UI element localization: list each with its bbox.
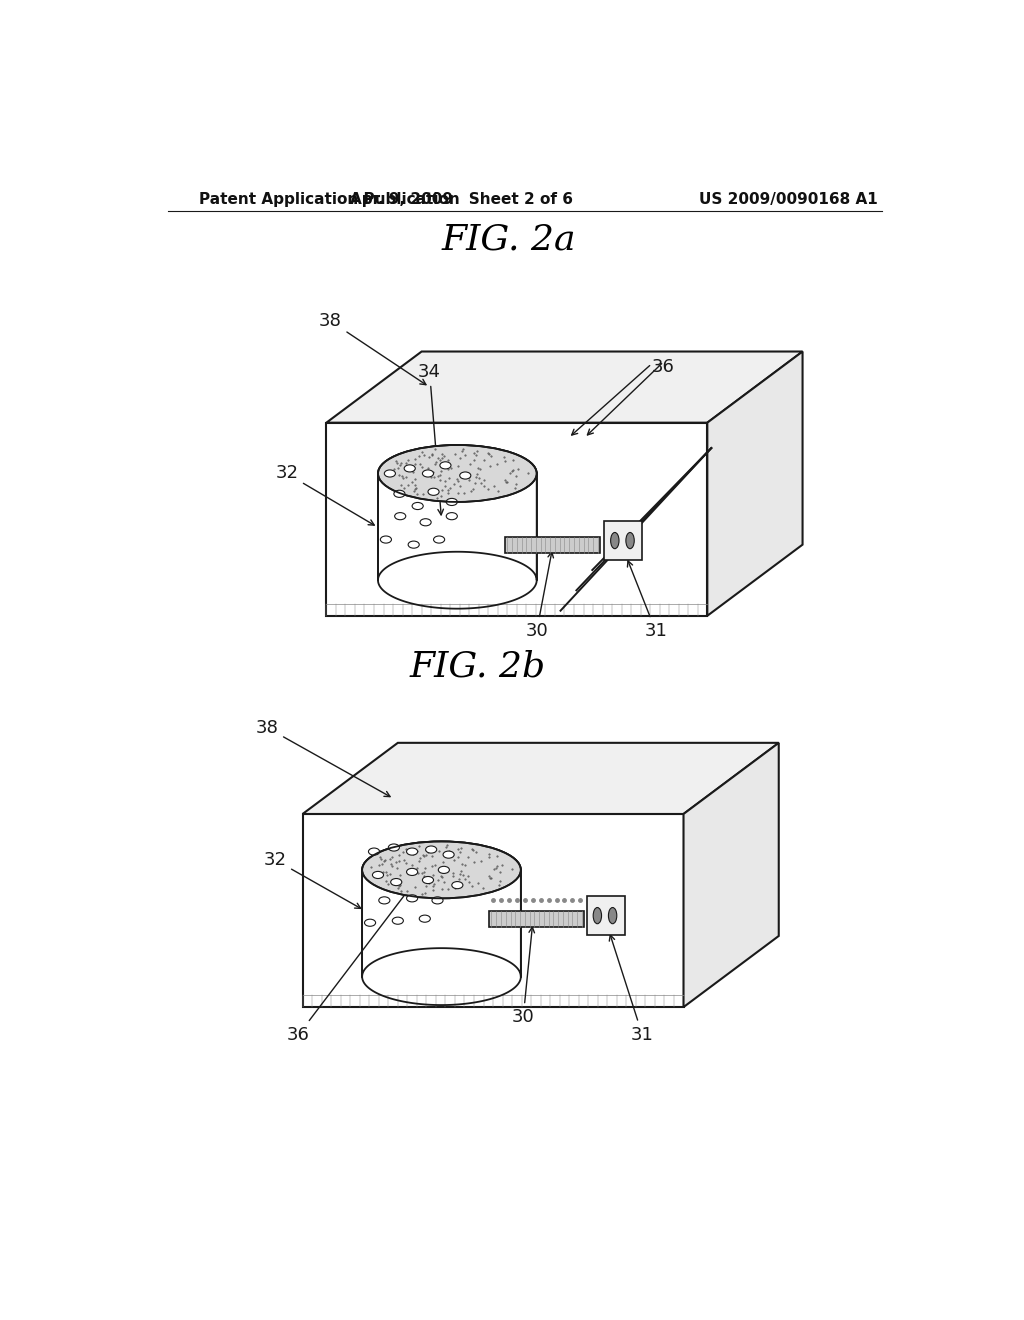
Ellipse shape bbox=[391, 879, 401, 886]
Polygon shape bbox=[327, 351, 803, 422]
Ellipse shape bbox=[378, 445, 537, 502]
Text: 36: 36 bbox=[652, 358, 675, 376]
Text: 32: 32 bbox=[275, 465, 374, 525]
Text: 31: 31 bbox=[609, 935, 653, 1044]
Text: FIG. 2b: FIG. 2b bbox=[410, 649, 545, 684]
Ellipse shape bbox=[394, 512, 406, 520]
Ellipse shape bbox=[409, 541, 419, 548]
Polygon shape bbox=[303, 814, 684, 1007]
Ellipse shape bbox=[610, 532, 620, 549]
Ellipse shape bbox=[419, 915, 430, 923]
Polygon shape bbox=[604, 521, 642, 560]
Text: 38: 38 bbox=[318, 312, 426, 384]
Ellipse shape bbox=[412, 503, 423, 510]
Polygon shape bbox=[587, 896, 625, 935]
Polygon shape bbox=[362, 841, 521, 977]
Polygon shape bbox=[505, 536, 600, 553]
Ellipse shape bbox=[423, 470, 433, 477]
Ellipse shape bbox=[373, 871, 384, 879]
Ellipse shape bbox=[388, 843, 399, 851]
Text: FIG. 2a: FIG. 2a bbox=[441, 223, 577, 256]
Ellipse shape bbox=[593, 908, 601, 924]
Ellipse shape bbox=[446, 499, 458, 506]
Ellipse shape bbox=[407, 847, 418, 855]
Ellipse shape bbox=[460, 473, 471, 479]
Text: 30: 30 bbox=[525, 552, 553, 640]
Text: 38: 38 bbox=[255, 718, 390, 796]
Ellipse shape bbox=[380, 536, 391, 543]
Text: US 2009/0090168 A1: US 2009/0090168 A1 bbox=[699, 191, 879, 206]
Ellipse shape bbox=[438, 866, 450, 874]
Text: Apr. 9, 2009   Sheet 2 of 6: Apr. 9, 2009 Sheet 2 of 6 bbox=[350, 191, 572, 206]
Ellipse shape bbox=[420, 519, 431, 525]
Ellipse shape bbox=[433, 536, 444, 543]
Ellipse shape bbox=[608, 908, 616, 924]
Polygon shape bbox=[489, 911, 585, 927]
Ellipse shape bbox=[626, 532, 634, 549]
Polygon shape bbox=[708, 351, 803, 615]
Ellipse shape bbox=[452, 882, 463, 888]
Ellipse shape bbox=[404, 465, 416, 473]
Text: 30: 30 bbox=[512, 927, 535, 1026]
Text: Patent Application Publication: Patent Application Publication bbox=[200, 191, 460, 206]
Ellipse shape bbox=[362, 841, 521, 899]
Ellipse shape bbox=[392, 917, 403, 924]
Polygon shape bbox=[378, 445, 537, 581]
Ellipse shape bbox=[379, 896, 390, 904]
Ellipse shape bbox=[423, 876, 433, 883]
Ellipse shape bbox=[446, 512, 458, 520]
Ellipse shape bbox=[440, 462, 451, 469]
Ellipse shape bbox=[428, 488, 439, 495]
Text: 32: 32 bbox=[263, 850, 360, 908]
Ellipse shape bbox=[443, 851, 455, 858]
Text: 36: 36 bbox=[287, 888, 410, 1044]
Ellipse shape bbox=[394, 490, 404, 498]
Ellipse shape bbox=[407, 895, 418, 902]
Polygon shape bbox=[327, 422, 708, 615]
Ellipse shape bbox=[407, 869, 418, 875]
Polygon shape bbox=[303, 743, 778, 814]
Ellipse shape bbox=[369, 847, 380, 855]
Ellipse shape bbox=[365, 919, 376, 927]
Ellipse shape bbox=[426, 846, 436, 853]
Text: 31: 31 bbox=[628, 561, 668, 640]
Ellipse shape bbox=[432, 896, 443, 904]
Text: 34: 34 bbox=[418, 363, 443, 515]
Polygon shape bbox=[684, 743, 778, 1007]
Ellipse shape bbox=[384, 470, 395, 477]
